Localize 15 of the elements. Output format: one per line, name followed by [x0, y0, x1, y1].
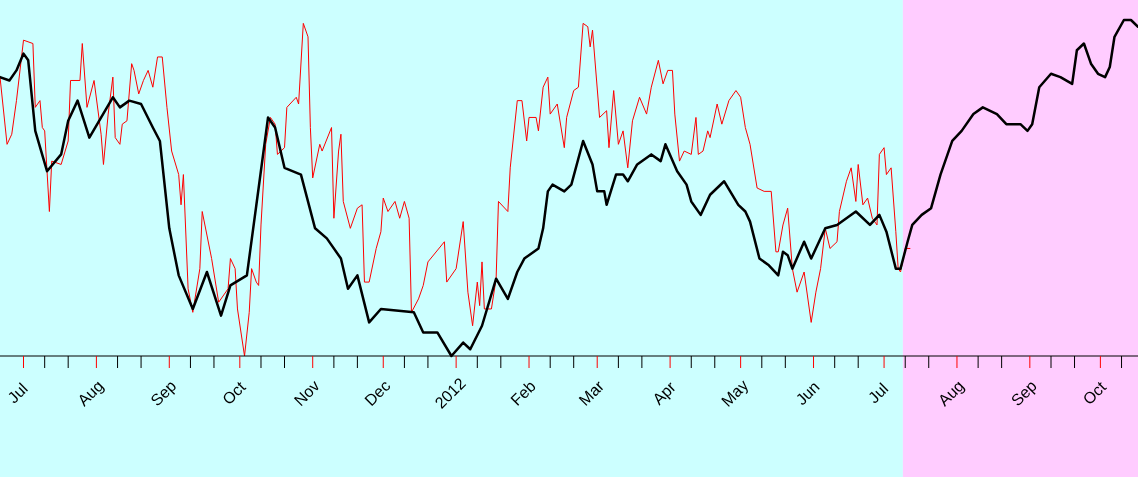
x-tick-label: Nov — [290, 377, 323, 410]
x-tick-label: Oct — [219, 377, 250, 408]
x-tick-label: Apr — [649, 377, 680, 408]
x-tick-label: Oct — [1079, 377, 1110, 408]
x-tick-label: Sep — [147, 376, 180, 410]
x-tick-label: Jun — [792, 377, 823, 409]
x-tick-label: Dec — [361, 377, 394, 410]
x-tick-label: Jul — [4, 379, 31, 407]
x-tick-label: May — [718, 376, 752, 410]
x-tick-label: Feb — [507, 377, 539, 409]
x-tick-label: Aug — [74, 377, 107, 410]
x-tick-label: Mar — [575, 376, 608, 409]
x-tick-label: Sep — [1007, 376, 1041, 410]
x-tick-label: Jul — [864, 379, 892, 407]
x-tick-label: Aug — [934, 377, 968, 410]
